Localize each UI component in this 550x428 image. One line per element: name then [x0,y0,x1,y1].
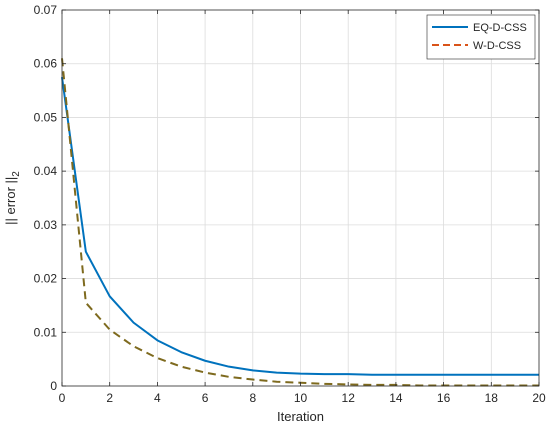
y-tick-label: 0.07 [34,3,58,17]
y-tick-label: 0.05 [34,110,58,124]
legend: EQ-D-CSS W-D-CSS [426,14,536,60]
x-tick-label: 14 [389,391,403,405]
x-axis-label: Iteration [277,409,324,424]
y-axis-label: || error ||2 [3,171,22,225]
y-tick-label: 0.01 [34,325,58,339]
y-axis-label-main: || error || [3,177,18,225]
x-tick-label: 6 [202,391,209,405]
grid-lines [62,10,539,386]
x-tick-label: 18 [485,391,499,405]
y-tick-label: 0.06 [34,57,58,71]
y-tick-label: 0.02 [34,272,58,286]
x-tick-label: 12 [342,391,356,405]
series-line-eq-d-css [61,77,539,376]
x-tick-label: 16 [437,391,451,405]
y-tick-label: 0 [50,379,57,393]
x-tick-label: 10 [294,391,308,405]
legend-box [426,14,536,60]
y-axis-label-subscript: 2 [11,171,22,177]
x-tick-label: 8 [249,391,256,405]
legend-label-eq-d-css: EQ-D-CSS [473,22,527,34]
y-tick-label: 0.04 [34,164,58,178]
x-tick-label: 0 [59,391,66,405]
legend-label-w-d-css: W-D-CSS [473,40,521,52]
x-tick-label: 2 [106,391,113,405]
x-tick-label: 4 [154,391,161,405]
y-tick-label: 0.03 [34,218,58,232]
x-tick-label: 20 [532,391,546,405]
axes: 0 2 4 6 8 10 12 14 16 18 20 0 0.01 0.02 0.03 0.04 0.05 0.… [34,3,546,405]
